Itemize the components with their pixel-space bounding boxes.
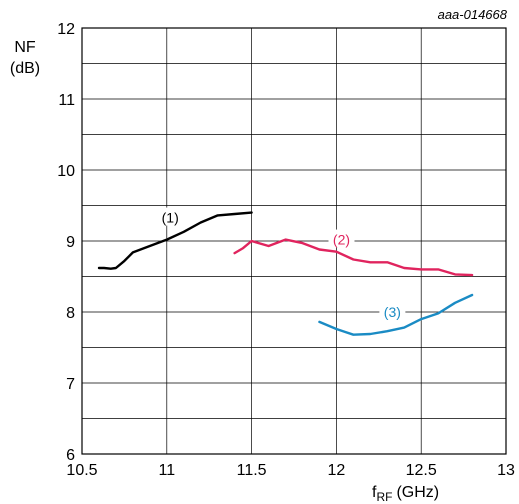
series-2-line xyxy=(233,238,474,277)
x-tick-label: 11 xyxy=(158,462,175,479)
series-group: (1) (2) (3) xyxy=(97,207,474,336)
y-axis-unit: (dB) xyxy=(10,60,40,77)
y-tick-label: 7 xyxy=(66,376,75,393)
y-tick-label: 9 xyxy=(66,234,75,251)
x-tick-label: 12 xyxy=(328,462,346,479)
y-tick-label: 10 xyxy=(57,163,75,180)
y-tick-label: 6 xyxy=(66,447,75,464)
y-tick-label: 12 xyxy=(57,21,75,38)
x-axis-label-unit: (GHz) xyxy=(396,484,439,501)
y-tick-label: 11 xyxy=(58,92,75,109)
x-axis-label: fRF (GHz) xyxy=(372,484,439,504)
figure-id: aaa-014668 xyxy=(438,7,508,22)
x-tick-label: 11.5 xyxy=(237,462,267,479)
series-1-line xyxy=(97,211,253,270)
series-1-label: (1) xyxy=(162,210,179,226)
x-tick-labels: 10.5 11 11.5 12 12.5 13 xyxy=(66,462,515,479)
x-tick-label: 13 xyxy=(497,462,515,479)
series-2: (2) xyxy=(233,229,474,277)
y-axis-label: NF xyxy=(14,39,36,56)
series-3-line xyxy=(318,293,474,336)
series-3: (3) xyxy=(318,293,474,336)
x-axis-label-subscript: RF xyxy=(376,490,392,504)
series-1: (1) xyxy=(97,207,253,270)
series-3-label: (3) xyxy=(384,304,401,320)
y-tick-label: 8 xyxy=(66,305,75,322)
x-axis-label-main: f xyxy=(372,484,377,501)
series-2-label-bg xyxy=(328,229,355,248)
series-2-label: (2) xyxy=(333,232,350,248)
x-tick-label: 10.5 xyxy=(66,462,97,479)
series-3-label-bg xyxy=(379,302,406,320)
series-1-label-bg xyxy=(157,207,184,226)
x-tick-label: 12.5 xyxy=(406,462,437,479)
plot-frame xyxy=(81,27,507,455)
y-tick-labels: 6 7 8 9 10 11 12 xyxy=(57,21,75,464)
